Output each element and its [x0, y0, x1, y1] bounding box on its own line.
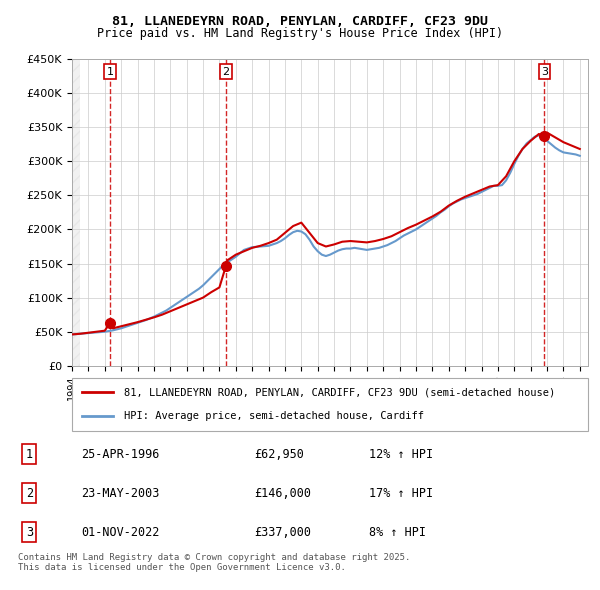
Text: 2: 2	[26, 487, 33, 500]
Text: 81, LLANEDEYRN ROAD, PENYLAN, CARDIFF, CF23 9DU (semi-detached house): 81, LLANEDEYRN ROAD, PENYLAN, CARDIFF, C…	[124, 388, 555, 398]
Text: 01-NOV-2022: 01-NOV-2022	[81, 526, 160, 539]
FancyBboxPatch shape	[72, 378, 588, 431]
Text: 2: 2	[222, 67, 229, 77]
Text: 3: 3	[26, 526, 33, 539]
Text: HPI: Average price, semi-detached house, Cardiff: HPI: Average price, semi-detached house,…	[124, 411, 424, 421]
Text: £337,000: £337,000	[254, 526, 311, 539]
Text: 8% ↑ HPI: 8% ↑ HPI	[369, 526, 426, 539]
Text: 25-APR-1996: 25-APR-1996	[81, 448, 160, 461]
Text: 3: 3	[541, 67, 548, 77]
Text: 1: 1	[107, 67, 113, 77]
Bar	[72, 59, 80, 366]
Text: 1: 1	[26, 448, 33, 461]
Text: Contains HM Land Registry data © Crown copyright and database right 2025.
This d: Contains HM Land Registry data © Crown c…	[18, 553, 410, 572]
Text: 81, LLANEDEYRN ROAD, PENYLAN, CARDIFF, CF23 9DU: 81, LLANEDEYRN ROAD, PENYLAN, CARDIFF, C…	[112, 15, 488, 28]
Text: 17% ↑ HPI: 17% ↑ HPI	[369, 487, 433, 500]
Text: £146,000: £146,000	[254, 487, 311, 500]
Text: 23-MAY-2003: 23-MAY-2003	[81, 487, 160, 500]
Text: Price paid vs. HM Land Registry's House Price Index (HPI): Price paid vs. HM Land Registry's House …	[97, 27, 503, 40]
Text: £62,950: £62,950	[254, 448, 304, 461]
Text: 12% ↑ HPI: 12% ↑ HPI	[369, 448, 433, 461]
